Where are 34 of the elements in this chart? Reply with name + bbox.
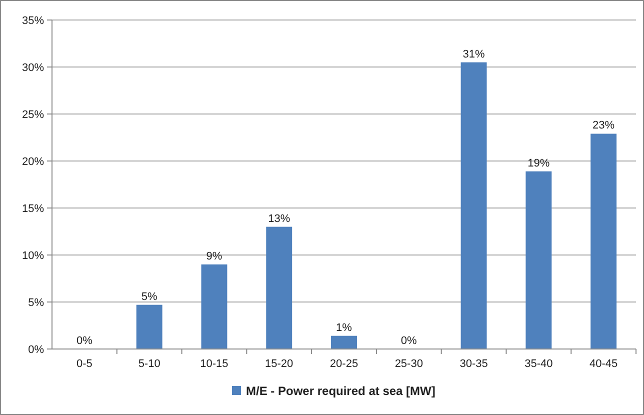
y-tick-label: 0% (28, 344, 44, 356)
x-tick-label: 25-30 (394, 358, 423, 370)
data-label: 31% (462, 48, 485, 60)
y-tick-label: 35% (22, 14, 44, 27)
bar (590, 134, 617, 349)
y-tick-label: 15% (22, 202, 44, 215)
bar (201, 264, 228, 349)
y-tick-label: 10% (22, 250, 44, 262)
x-tick-label: 0-5 (76, 358, 92, 370)
bar (526, 171, 552, 349)
data-label: 5% (141, 290, 158, 303)
x-tick-label: 15-20 (265, 358, 294, 370)
x-tick-label: 5-10 (138, 358, 160, 370)
y-tick-label: 30% (22, 62, 44, 74)
data-label: 0% (76, 335, 93, 347)
bar (331, 336, 357, 349)
data-label: 1% (336, 322, 352, 334)
data-label: 9% (206, 250, 222, 262)
data-label: 0% (400, 335, 418, 347)
legend-label: M/E - Power required at sea [MW] (246, 384, 436, 398)
data-label: 23% (592, 120, 615, 132)
bar (266, 226, 292, 349)
x-tick-label: 30-35 (460, 358, 488, 370)
data-label: 13% (268, 212, 290, 225)
data-label: 19% (528, 157, 550, 170)
x-tick-label: 40-45 (589, 358, 618, 370)
x-tick-label: 10-15 (200, 358, 228, 370)
bar (136, 304, 162, 349)
x-tick-label: 20-25 (330, 358, 358, 370)
y-tick-label: 5% (28, 296, 44, 309)
y-tick-label: 20% (22, 156, 44, 168)
bar (460, 62, 487, 349)
y-tick-label: 25% (22, 108, 44, 121)
x-tick-label: 35-40 (524, 358, 553, 370)
